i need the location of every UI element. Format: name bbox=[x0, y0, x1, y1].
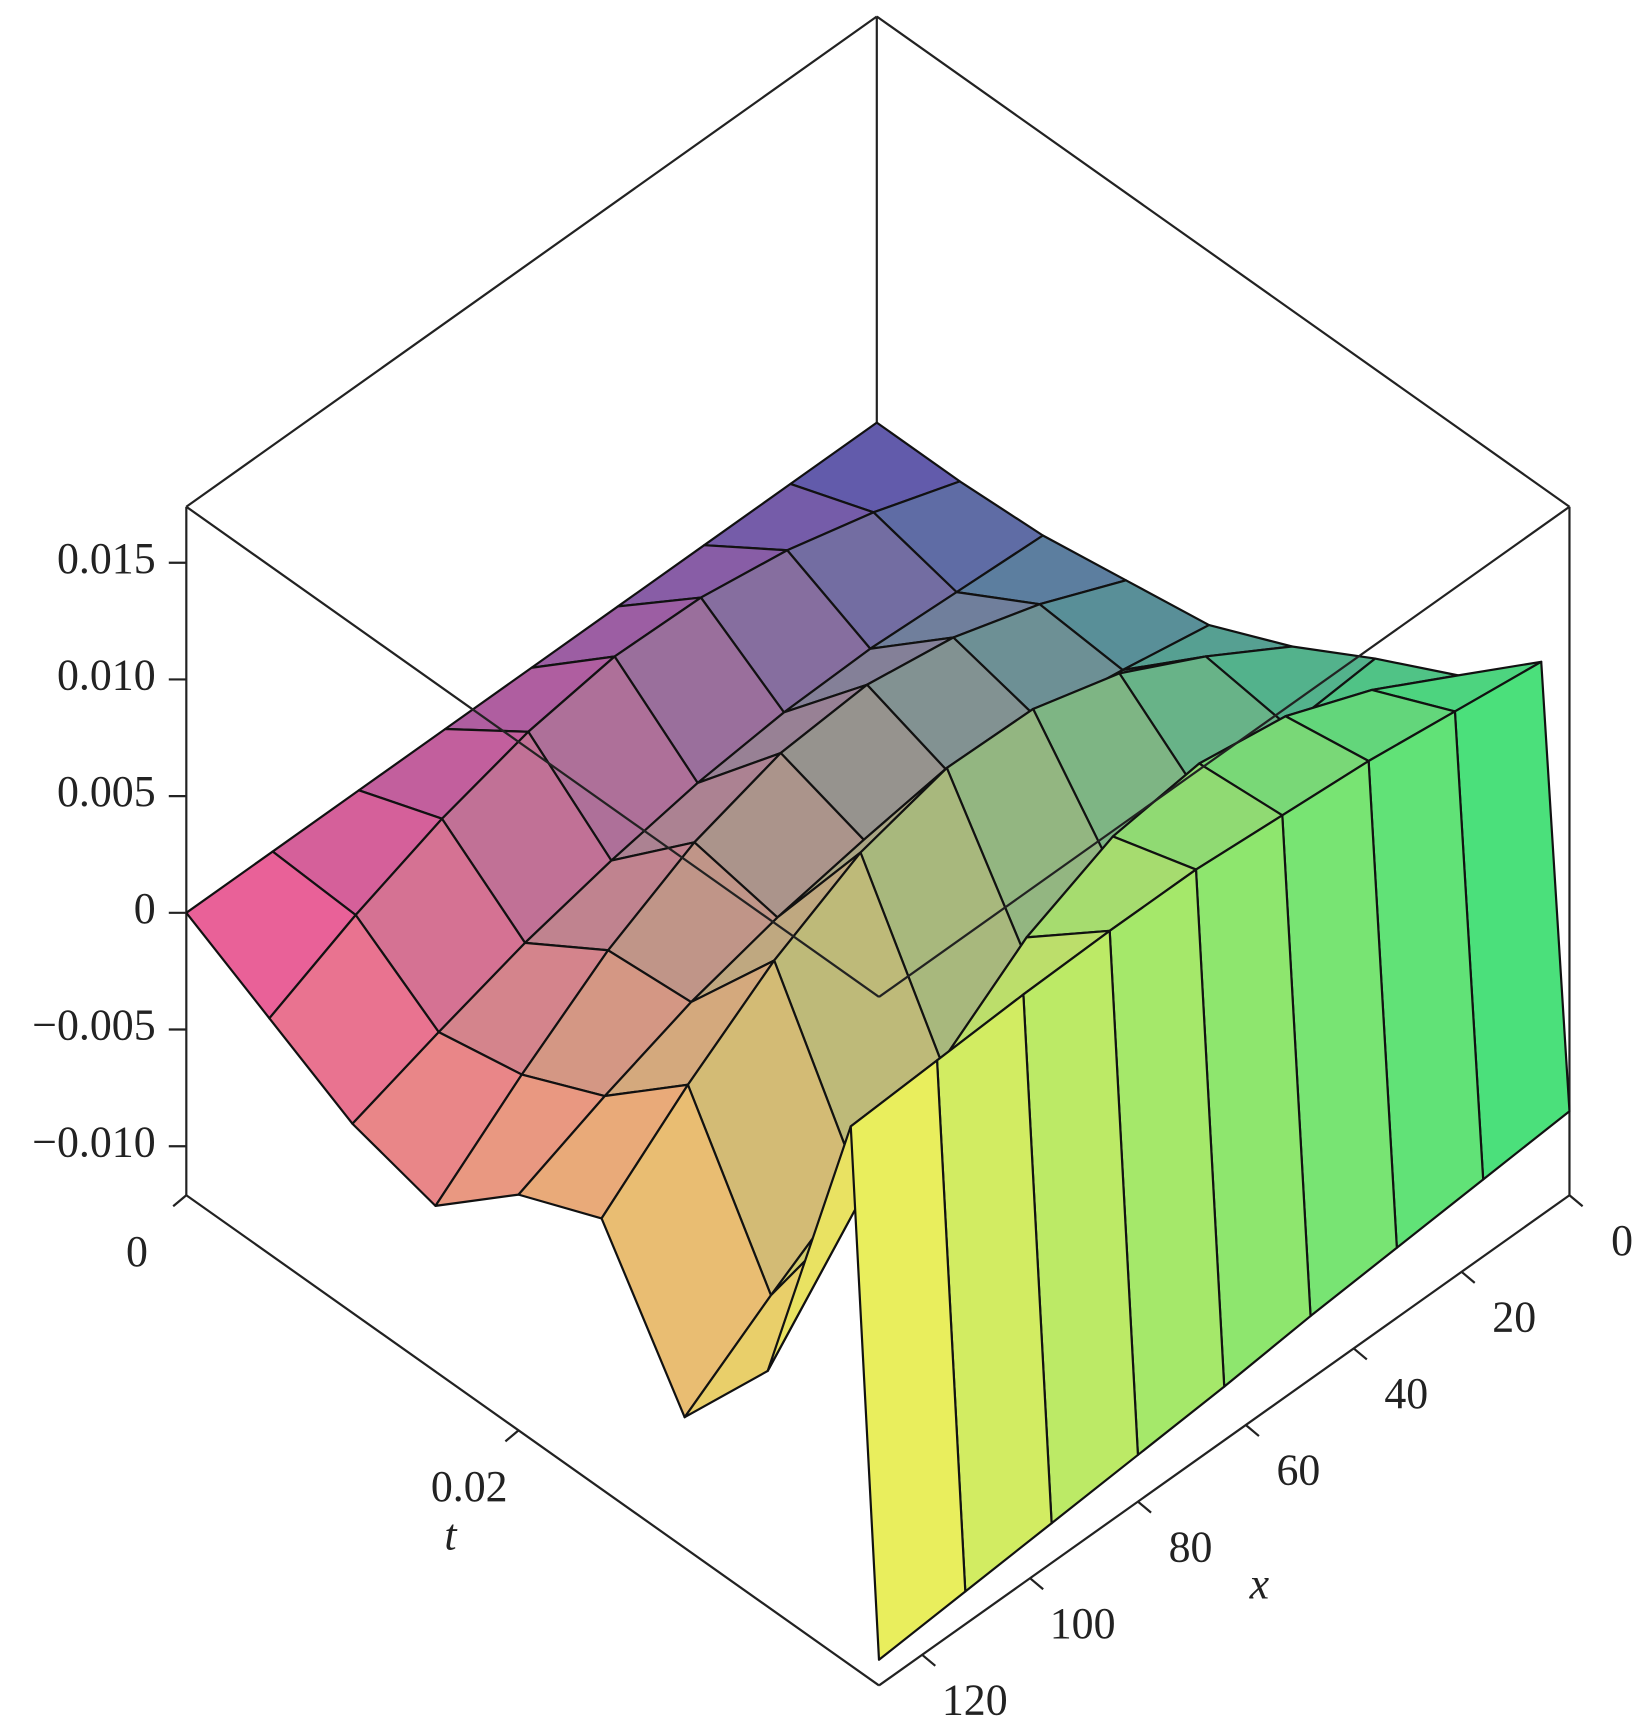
box-front bbox=[185, 505, 1571, 998]
box-edge bbox=[185, 15, 878, 508]
x-tick-label: 100 bbox=[1050, 1599, 1116, 1648]
z-tick-label: −0.005 bbox=[32, 1001, 155, 1050]
x-tick-label: 120 bbox=[942, 1675, 1008, 1724]
t-tick-label: 0.02 bbox=[431, 1462, 508, 1511]
t-tick bbox=[504, 1429, 520, 1443]
z-tick-label: 0 bbox=[134, 884, 156, 933]
x-tick bbox=[1245, 1424, 1260, 1437]
x-tick bbox=[1029, 1577, 1044, 1591]
axes: −0.010 −0.005 0 0.005 0.010 0.015 0 0.02t 0 20 40 6… bbox=[32, 534, 1633, 1724]
surface bbox=[185, 421, 1571, 1661]
z-tick-label: 0.015 bbox=[57, 534, 156, 583]
surface-patch bbox=[849, 1059, 967, 1661]
x-tick-label: 60 bbox=[1277, 1446, 1321, 1495]
z-tick-label: 0.005 bbox=[57, 767, 156, 816]
box-edge bbox=[878, 1194, 1571, 1687]
x-tick-label: 80 bbox=[1169, 1522, 1213, 1571]
t-tick bbox=[172, 1194, 188, 1208]
z-tick-label: 0.010 bbox=[57, 650, 156, 699]
x-tick-label: 20 bbox=[1492, 1292, 1536, 1341]
x-tick bbox=[1568, 1194, 1584, 1208]
x-tick bbox=[1137, 1500, 1152, 1514]
box-edge bbox=[185, 505, 880, 998]
x-axis-label: x bbox=[1249, 1560, 1270, 1609]
z-tick-label: −0.010 bbox=[32, 1117, 155, 1166]
x-tick bbox=[1460, 1270, 1476, 1284]
x-tick bbox=[1352, 1347, 1368, 1361]
x-tick bbox=[921, 1653, 937, 1667]
x-tick-label: 40 bbox=[1384, 1369, 1428, 1418]
box-edge bbox=[876, 15, 1571, 508]
x-tick-label: 0 bbox=[1611, 1216, 1633, 1265]
t-tick-label: 0 bbox=[126, 1227, 148, 1276]
t-axis-label: t bbox=[444, 1511, 458, 1560]
box-edge bbox=[878, 505, 1571, 998]
box-edge bbox=[185, 1194, 880, 1687]
box-back bbox=[185, 15, 1571, 1687]
